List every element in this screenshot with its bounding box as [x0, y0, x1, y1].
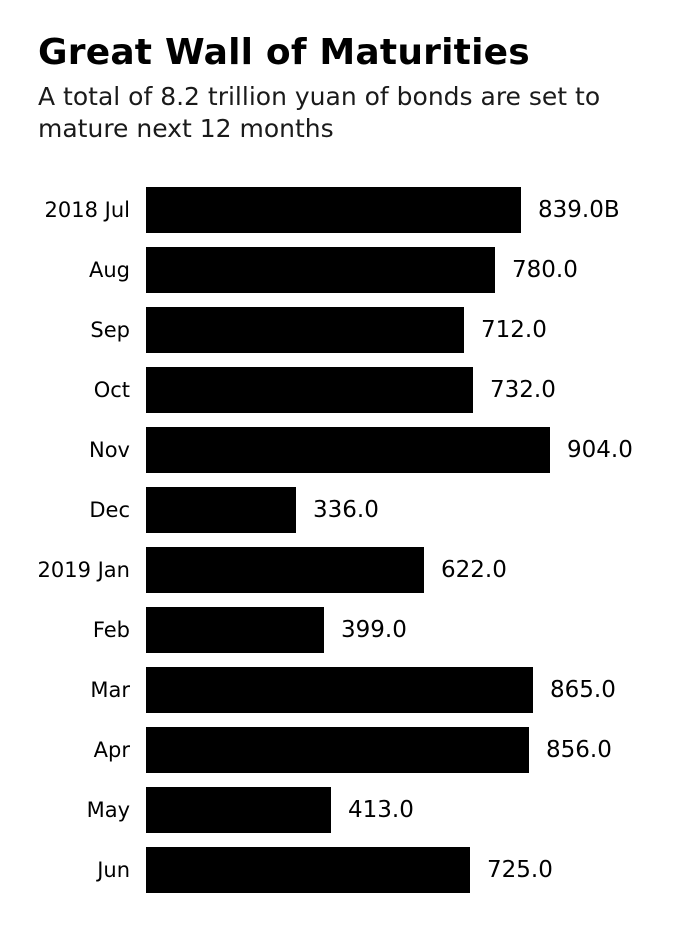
value-label: 413.0 [348, 796, 414, 823]
chart-row: 2019 Jan 622.0 [0, 540, 700, 600]
chart-row: Jun 725.0 [0, 840, 700, 900]
value-label: 904.0 [567, 436, 633, 463]
value-label: 622.0 [441, 556, 507, 583]
chart-row: Oct 732.0 [0, 360, 700, 420]
category-label: Apr [93, 737, 130, 762]
value-label: 712.0 [481, 316, 547, 343]
category-label: Mar [90, 677, 130, 702]
bar [146, 367, 473, 413]
chart-row: May 413.0 [0, 780, 700, 840]
value-label: 399.0 [341, 616, 407, 643]
category-label: Nov [89, 437, 130, 462]
chart-title: Great Wall of Maturities [38, 32, 530, 73]
bar [146, 307, 464, 353]
chart-row: Nov 904.0 [0, 420, 700, 480]
bar [146, 607, 324, 653]
bar [146, 787, 331, 833]
chart-row: Aug 780.0 [0, 240, 700, 300]
chart-row: Apr 856.0 [0, 720, 700, 780]
bar [146, 427, 550, 473]
value-label: 732.0 [490, 376, 556, 403]
value-label: 336.0 [313, 496, 379, 523]
chart-row: Dec 336.0 [0, 480, 700, 540]
category-label: Jun [97, 857, 130, 882]
category-label: May [86, 797, 130, 822]
value-label: 856.0 [546, 736, 612, 763]
chart-row: Mar 865.0 [0, 660, 700, 720]
value-label: 865.0 [550, 676, 616, 703]
bar [146, 547, 424, 593]
chart-row: Feb 399.0 [0, 600, 700, 660]
category-label: Feb [92, 617, 130, 642]
category-label: Oct [93, 377, 130, 402]
value-label: 780.0 [512, 256, 578, 283]
chart-row: 2018 Jul 839.0B [0, 180, 700, 240]
category-label: 2019 Jan [37, 557, 131, 582]
category-label: 2018 Jul [44, 197, 130, 222]
value-label: 839.0B [538, 196, 620, 223]
bar [146, 247, 495, 293]
chart-subtitle: A total of 8.2 trillion yuan of bonds ar… [38, 82, 601, 143]
value-label: 725.0 [487, 856, 553, 883]
bar [146, 667, 533, 713]
bar [146, 727, 529, 773]
category-label: Dec [89, 497, 130, 522]
chart-row: Sep 712.0 [0, 300, 700, 360]
bar-chart: 2018 Jul 839.0B Aug 780.0 Sep 712.0 Oct 732.0 No… [0, 180, 700, 900]
category-label: Sep [90, 317, 130, 342]
bar [146, 847, 470, 893]
bar [146, 187, 521, 233]
category-label: Aug [88, 257, 130, 282]
bar [146, 487, 296, 533]
